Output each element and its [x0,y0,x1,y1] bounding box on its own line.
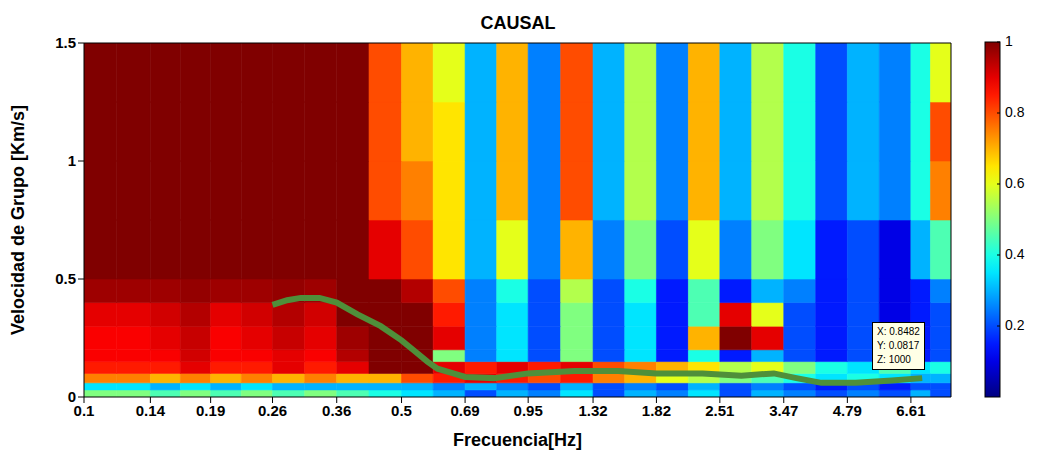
html-text:CAUSAL: CAUSAL [480,13,556,33]
html-text:Y: 0.0817: Y: 0.0817 [877,340,920,351]
svg-text:0.8: 0.8 [1005,104,1025,120]
svg-text:0.95: 0.95 [514,402,543,419]
svg-text:0.14: 0.14 [136,402,166,419]
svg-text:1: 1 [1005,33,1013,49]
svg-text:2.51: 2.51 [705,402,734,419]
svg-text:0.5: 0.5 [391,402,412,419]
svg-text:4.79: 4.79 [833,402,862,419]
svg-text:0.69: 0.69 [450,402,479,419]
svg-text:0.2: 0.2 [1005,317,1025,333]
html-text:X: 0.8482: X: 0.8482 [877,326,920,337]
svg-text:3.47: 3.47 [769,402,798,419]
svg-text:0.1: 0.1 [74,402,95,419]
svg-text:0.5: 0.5 [55,270,76,287]
svg-text:Frecuencia[Hz]: Frecuencia[Hz] [453,430,582,450]
svg-text:1: 1 [68,152,76,169]
svg-text:0.36: 0.36 [322,402,351,419]
svg-text:6.61: 6.61 [896,402,925,419]
svg-text:0.19: 0.19 [196,402,225,419]
svg-text:1.82: 1.82 [642,402,671,419]
svg-text:Velocidad de Grupo [Km/s]: Velocidad de Grupo [Km/s] [8,105,28,335]
svg-text:0.6: 0.6 [1005,175,1025,191]
svg-text:0.4: 0.4 [1005,246,1025,262]
svg-text:1.32: 1.32 [578,402,607,419]
svg-text:0.26: 0.26 [258,402,287,419]
svg-text:0: 0 [68,388,76,405]
svg-text:1.5: 1.5 [55,34,76,51]
html-text:Z: 1000: Z: 1000 [877,354,911,365]
